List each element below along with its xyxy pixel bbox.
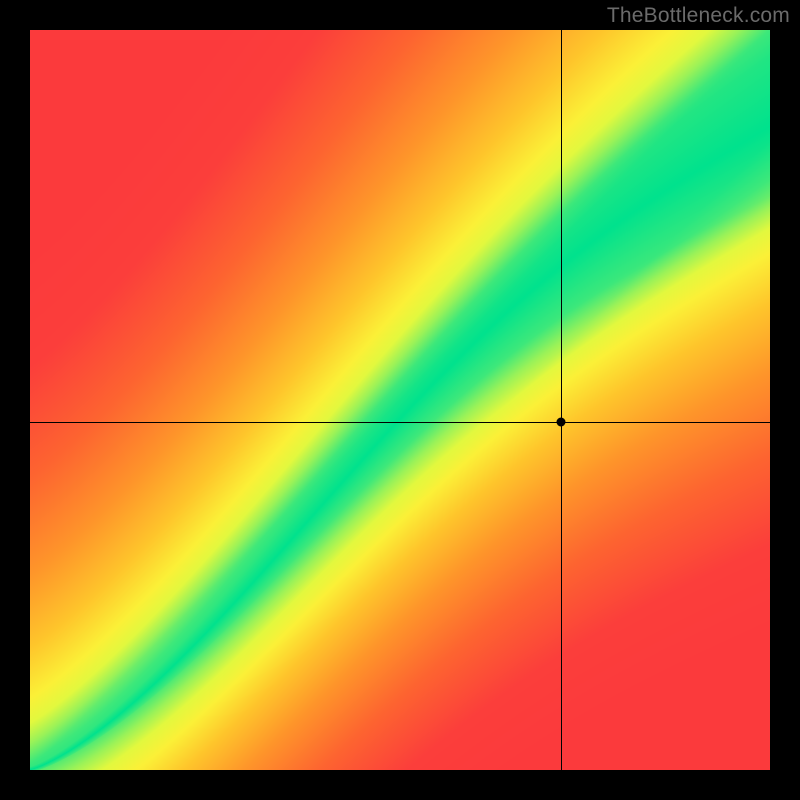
crosshair-horizontal [30,422,770,423]
crosshair-vertical [561,30,562,770]
heatmap-canvas [30,30,770,770]
watermark-text: TheBottleneck.com [607,4,790,28]
plot-area [30,30,770,770]
crosshair-marker [557,418,566,427]
chart-container: TheBottleneck.com [0,0,800,800]
